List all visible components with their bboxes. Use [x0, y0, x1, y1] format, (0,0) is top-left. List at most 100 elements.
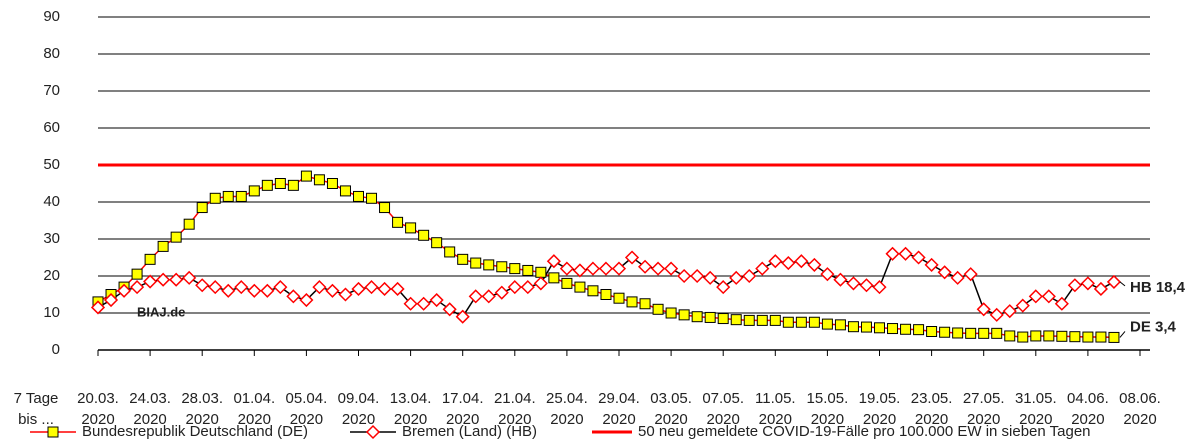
data-point	[585, 261, 601, 276]
data-point	[1004, 330, 1016, 342]
x-tick-label: 28.03. 2020	[181, 390, 224, 428]
data-point	[626, 296, 638, 308]
data-point	[755, 261, 770, 276]
x-tick-label: 19.05. 2020	[858, 390, 901, 428]
data-point	[1093, 281, 1108, 297]
data-point	[546, 254, 561, 269]
data-point	[248, 185, 260, 197]
data-point	[651, 261, 666, 276]
data-point	[559, 261, 574, 276]
data-point	[494, 285, 509, 300]
x-tick-label: 05.04. 2020	[285, 390, 328, 428]
x-tick-label: 01.04. 2020	[233, 390, 276, 428]
data-point	[90, 300, 106, 315]
data-point	[976, 302, 991, 317]
data-point	[885, 246, 900, 261]
data-point	[260, 283, 275, 298]
data-point	[821, 318, 833, 330]
data-point	[730, 314, 742, 326]
data-point	[652, 303, 664, 315]
data-point	[520, 280, 535, 295]
data-point	[691, 311, 703, 323]
data-point	[950, 270, 965, 285]
data-point	[170, 231, 182, 243]
data-point	[234, 280, 249, 295]
data-point	[664, 261, 679, 276]
x-tick-label: 29.04. 2020	[598, 390, 640, 428]
data-point	[131, 268, 143, 280]
data-point	[196, 202, 208, 214]
data-point	[1041, 289, 1056, 304]
data-point	[924, 257, 939, 272]
data-point	[572, 263, 587, 278]
annotation: BIAJ.de	[137, 304, 185, 319]
data-point	[795, 316, 807, 328]
data-point	[1030, 330, 1042, 342]
data-point	[157, 240, 169, 252]
data-point	[403, 296, 418, 311]
data-point	[743, 314, 755, 326]
data-point	[195, 278, 210, 293]
data-point	[481, 289, 496, 304]
data-point	[143, 274, 158, 289]
data-point	[169, 272, 184, 287]
y-tick-label: 10	[43, 304, 60, 321]
data-point	[860, 321, 872, 333]
data-point	[286, 289, 301, 304]
data-point	[392, 216, 404, 228]
data-point	[144, 253, 156, 265]
data-point	[221, 283, 236, 298]
x-tick-label: 04.06. 2020	[1067, 390, 1109, 428]
x-axis-label: 7 Tage bis ...	[13, 390, 59, 428]
data-point	[794, 254, 809, 269]
data-point	[390, 281, 405, 297]
x-tick-label: 07.05. 2020	[702, 390, 745, 428]
x-tick-label: 23.05. 2020	[910, 390, 953, 428]
data-point	[548, 272, 560, 284]
data-point	[939, 326, 951, 338]
data-point	[366, 192, 378, 204]
x-tick-label: 21.04. 2020	[493, 390, 536, 428]
data-point	[273, 280, 288, 295]
legend-label: Bremen (Land) (HB)	[402, 423, 537, 440]
data-point	[807, 257, 822, 272]
data-point	[872, 280, 887, 295]
data-point	[235, 190, 247, 202]
data-point	[483, 259, 495, 271]
data-point	[261, 179, 273, 191]
data-point	[457, 253, 469, 265]
data-point	[637, 259, 653, 274]
data-point	[247, 283, 262, 298]
x-tick-label: 09.04. 2020	[337, 390, 380, 428]
data-point	[847, 321, 859, 333]
data-point	[300, 170, 312, 182]
annotation-leader	[1119, 281, 1126, 287]
data-point	[756, 314, 768, 326]
data-point	[522, 264, 534, 276]
annotation: HB 18,4	[1130, 279, 1186, 296]
data-point	[312, 280, 327, 295]
data-point	[598, 261, 614, 276]
data-point	[1108, 331, 1120, 343]
x-tick-label: 27.05. 2020	[962, 390, 1005, 428]
data-point	[405, 222, 417, 234]
data-point	[325, 283, 340, 298]
data-point	[874, 322, 885, 334]
data-point	[287, 179, 299, 191]
data-point	[898, 246, 913, 261]
data-point	[1069, 331, 1081, 343]
data-point	[1080, 276, 1095, 291]
data-point	[1043, 330, 1055, 342]
data-point	[768, 254, 783, 269]
y-tick-label: 20	[43, 267, 60, 284]
x-tick-label: 13.04. 2020	[389, 390, 432, 428]
data-point	[431, 237, 443, 249]
data-point	[639, 298, 651, 310]
data-point	[299, 292, 314, 308]
data-point	[338, 287, 353, 302]
y-tick-label: 70	[43, 82, 60, 99]
legend-label: Bundesrepublik Deutschland (DE)	[82, 423, 308, 440]
data-point	[911, 250, 926, 265]
data-point	[183, 218, 195, 230]
